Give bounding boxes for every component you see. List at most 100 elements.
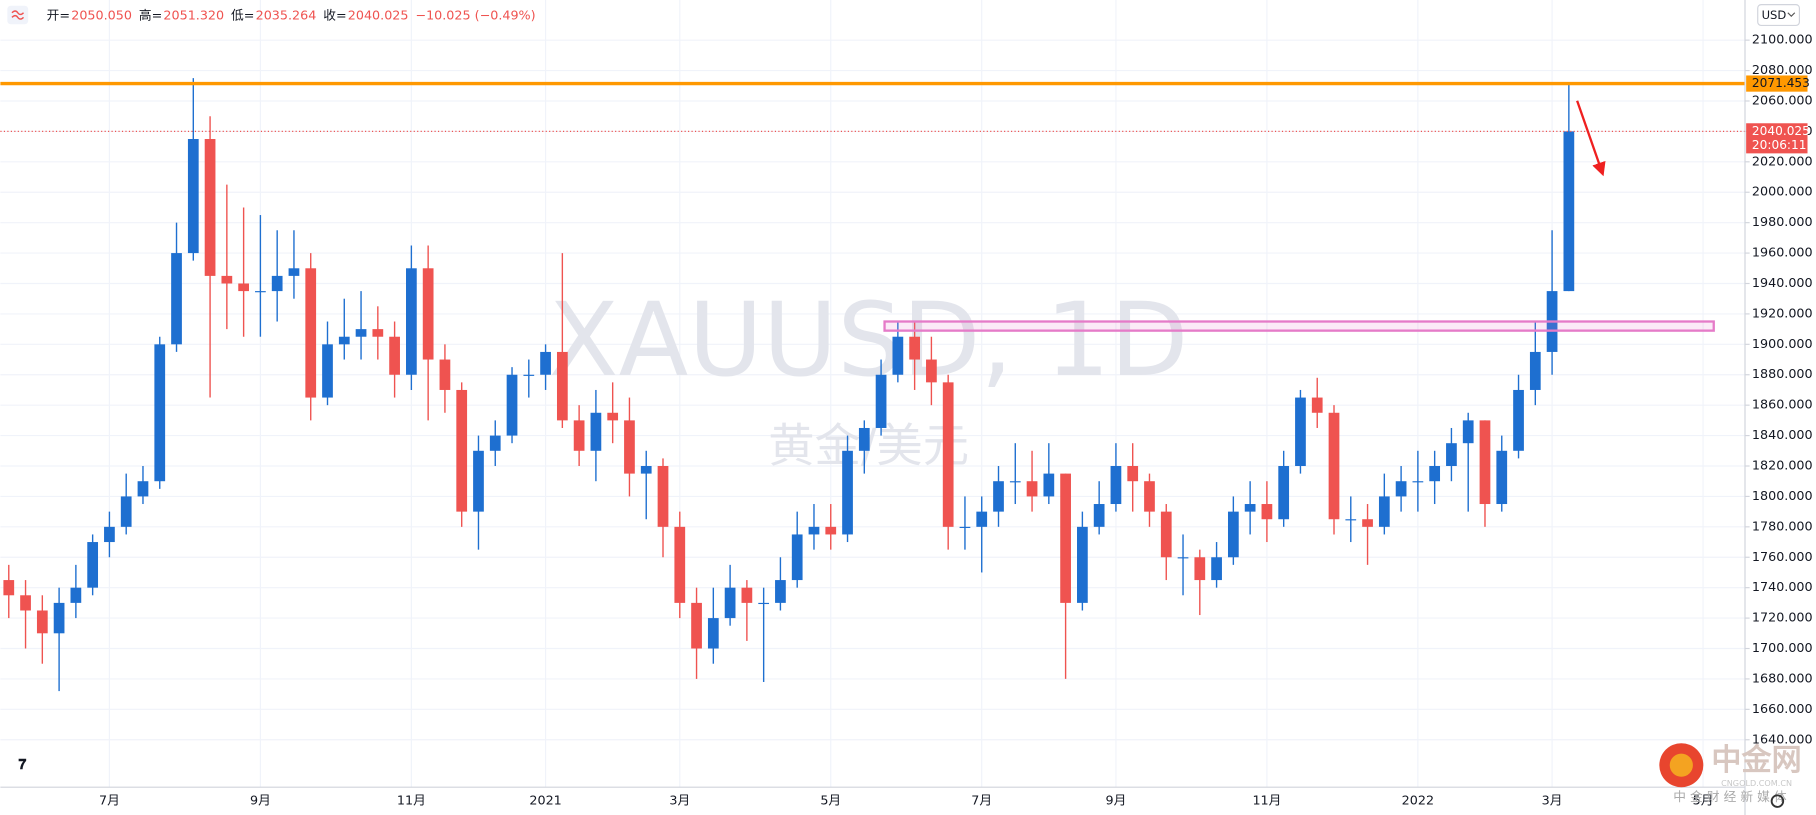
candle-body: [674, 526, 686, 603]
candle-body: [892, 336, 904, 375]
resistance-label-bg: [1746, 75, 1808, 92]
candle-body: [1362, 519, 1373, 527]
candle-body: [691, 602, 702, 649]
x-tick-label: 9月: [250, 794, 271, 809]
candle-body: [1194, 557, 1206, 581]
candle-body: [87, 542, 99, 588]
x-tick-label: 7月: [99, 794, 120, 809]
x-tick-label: 5月: [820, 794, 841, 809]
arrow: [1576, 100, 1606, 177]
candle-body: [909, 336, 920, 360]
header-text: 低=: [231, 9, 254, 24]
candle-body: [439, 359, 451, 390]
candle-body: [36, 610, 48, 634]
plot: [3, 78, 1575, 692]
resistance-label: 2071.453: [1752, 76, 1810, 90]
candle-body: [255, 291, 266, 293]
candle-body: [556, 351, 568, 421]
overlay: [0, 81, 1745, 332]
candle-body: [489, 435, 501, 451]
symbol-icon: [7, 5, 29, 25]
candle-body: [791, 534, 803, 581]
countdown: 20:06:11: [1752, 138, 1807, 152]
x-tick-label: 9月: [1106, 794, 1127, 809]
candle-body: [70, 587, 82, 603]
header-text: 开=: [47, 9, 70, 24]
candle-body: [540, 351, 551, 375]
candle-body: [1529, 351, 1541, 390]
candle-body: [104, 526, 115, 543]
y-tick-label: 1660.000: [1752, 702, 1813, 717]
x-tick-label: 3月: [669, 794, 690, 809]
candle-body: [456, 389, 468, 512]
axis: 1640.000 1660.000 1680.000 1700.000 1720.000…: [99, 33, 1813, 809]
header-text: 2050.050: [71, 9, 132, 24]
header-text: 2035.264: [256, 9, 317, 24]
candle-body: [624, 420, 635, 474]
y-tick-label: 1880.000: [1752, 367, 1813, 382]
candle-body: [288, 268, 300, 276]
candle-body: [171, 253, 182, 345]
candle-body: [1496, 450, 1508, 505]
symbol-icon-glyph: [11, 10, 25, 20]
settings-icon[interactable]: [1770, 794, 1785, 808]
candle-body: [825, 526, 837, 535]
y-tick-label: 1700.000: [1752, 641, 1813, 656]
candle-body: [322, 344, 333, 398]
watermark: XAUUSD, 1D: [549, 281, 1189, 400]
candle-body: [137, 481, 149, 497]
candle-body: [1479, 420, 1491, 505]
candle-body: [221, 275, 233, 284]
candle-body: [1043, 473, 1055, 497]
candle-body: [1009, 481, 1021, 483]
candle-body: [640, 466, 652, 474]
x-tick-label: 11月: [397, 794, 426, 809]
y-tick-label: 2060.000: [1752, 93, 1813, 108]
candle-body: [858, 427, 870, 451]
x-tick-label: 2021: [529, 794, 561, 809]
candle-body: [187, 139, 199, 254]
candle-body: [1429, 466, 1441, 482]
candle-body: [53, 602, 65, 634]
candle-body: [1227, 511, 1239, 558]
y-tick-label: 2100.000: [1752, 33, 1813, 48]
candle-body: [1563, 131, 1575, 292]
y-tick-label: 1900.000: [1752, 337, 1813, 352]
currency: USD: [1762, 8, 1787, 22]
candle-body: [758, 602, 770, 605]
candle-body: [20, 595, 31, 611]
candle-body: [842, 450, 853, 535]
candle-body: [573, 420, 585, 451]
currency-button[interactable]: [1757, 4, 1800, 27]
brand-slogan: 中 金 财 经 新 媒 体: [1673, 789, 1787, 805]
y-tick-label: 1640.000: [1752, 732, 1813, 747]
y-tick-label: 1840.000: [1752, 428, 1813, 443]
brand-logo-inner: [1669, 753, 1693, 777]
y-tick-label: 1940.000: [1752, 276, 1813, 291]
candle-body: [271, 275, 283, 292]
zone: [883, 320, 1715, 332]
candle-body: [506, 374, 518, 436]
candle-body: [3, 580, 15, 596]
tv-logo[interactable]: [7, 752, 38, 778]
y-tick-label: 1800.000: [1752, 489, 1813, 504]
header-text: −10.025 (−0.49%): [415, 9, 535, 24]
candle-body: [1093, 504, 1105, 527]
y-tick-label: 1860.000: [1752, 398, 1813, 413]
y-tick-label: 1820.000: [1752, 459, 1813, 474]
y-tick-label: 1980.000: [1752, 215, 1813, 230]
candle-body: [1060, 473, 1071, 603]
candle-body: [926, 359, 937, 383]
y-tick-label: 1780.000: [1752, 519, 1813, 534]
header-text: 收=: [323, 9, 346, 24]
x-tick-label: 5月: [1693, 794, 1714, 809]
candle-body: [1513, 389, 1524, 451]
brand-name: 中金网: [1711, 743, 1801, 778]
candle-body: [1311, 397, 1323, 413]
candle-body: [976, 511, 988, 527]
y-tick-label: 1920.000: [1752, 306, 1813, 321]
candle-body: [1446, 443, 1457, 467]
last-price-label: 2040.025: [1752, 124, 1810, 138]
dropdown-icon: [1787, 12, 1796, 18]
